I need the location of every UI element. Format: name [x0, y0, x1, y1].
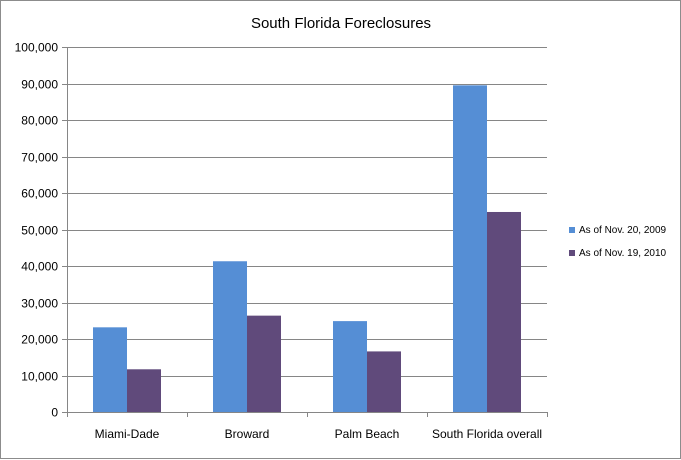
- x-category-label: Broward: [225, 427, 270, 441]
- bar: [213, 261, 247, 412]
- chart-title: South Florida Foreclosures: [251, 15, 431, 32]
- legend-swatch: [569, 227, 575, 233]
- y-tick-label: 70,000: [21, 151, 58, 165]
- y-tick-label: 90,000: [21, 78, 58, 92]
- y-tick-label: 10,000: [21, 370, 58, 384]
- legend: As of Nov. 20, 2009 As of Nov. 19, 2010: [569, 225, 667, 259]
- bar: [487, 211, 521, 412]
- x-category-label: Palm Beach: [335, 427, 400, 441]
- y-tick-label: 60,000: [21, 187, 58, 201]
- y-tick-label: 30,000: [21, 297, 58, 311]
- x-axis-category-labels: Miami-Dade Broward Palm Beach South Florida…: [95, 427, 542, 441]
- legend-label: As of Nov. 19, 2010: [579, 248, 667, 259]
- y-tick-label: 100,000: [15, 41, 59, 55]
- bar: [247, 315, 281, 412]
- y-tick-label: 40,000: [21, 260, 58, 274]
- y-tick-label: 80,000: [21, 114, 58, 128]
- legend-label: As of Nov. 20, 2009: [579, 225, 667, 236]
- legend-swatch: [569, 250, 575, 256]
- bar: [93, 327, 127, 412]
- y-axis-tick-labels: 0 10,000 20,000 30,000 40,000 50,000 60,000 70,…: [15, 41, 59, 420]
- bar: [367, 351, 401, 412]
- x-category-label: South Florida overall: [432, 427, 542, 441]
- y-tick-label: 50,000: [21, 224, 58, 238]
- bar: [333, 321, 367, 412]
- y-tick-label: 0: [51, 406, 58, 420]
- bars: [93, 85, 521, 412]
- y-tick-label: 20,000: [21, 333, 58, 347]
- bar: [127, 369, 161, 412]
- x-category-label: Miami-Dade: [95, 427, 160, 441]
- axes: [67, 47, 548, 417]
- bar: [453, 85, 487, 412]
